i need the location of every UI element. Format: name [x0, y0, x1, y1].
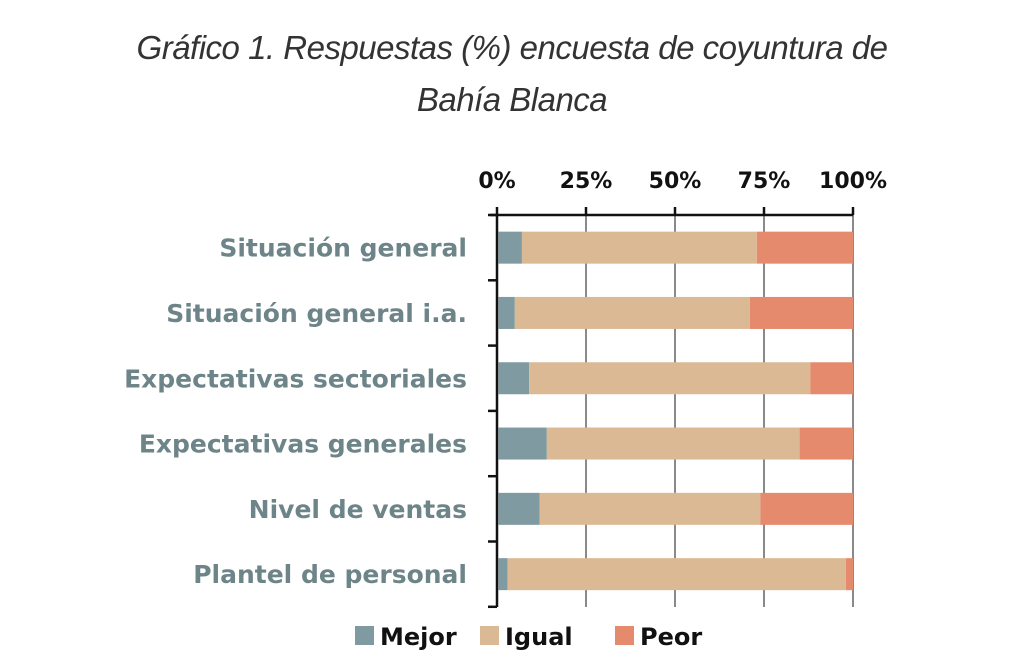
- x-tick-label: 25%: [560, 169, 613, 194]
- bar-igual: [546, 427, 800, 460]
- category-label: Situación general i.a.: [166, 299, 467, 328]
- bar-mejor: [498, 296, 515, 329]
- legend-label: Igual: [505, 623, 573, 651]
- category-label: Nivel de ventas: [249, 495, 467, 524]
- bar-mejor: [498, 427, 547, 460]
- bar-igual: [507, 558, 846, 591]
- x-tick-label: 100%: [819, 169, 887, 194]
- bar-peor: [810, 362, 853, 395]
- bar-igual: [529, 362, 811, 395]
- chart-title: Gráfico 1. Respuestas (%) encuesta de co…: [0, 22, 1024, 126]
- category-label: Expectativas sectoriales: [124, 364, 467, 393]
- x-tick-label: 75%: [738, 169, 791, 194]
- category-label: Expectativas generales: [139, 430, 467, 459]
- bar-mejor: [498, 231, 522, 264]
- bar-peor: [756, 231, 853, 264]
- legend-swatch-igual: [480, 626, 499, 645]
- x-tick-label: 0%: [478, 169, 515, 194]
- bar-peor: [799, 427, 853, 460]
- bar-mejor: [498, 558, 508, 591]
- x-tick-label: 50%: [649, 169, 702, 194]
- bar-peor: [760, 492, 853, 525]
- bar-mejor: [498, 362, 530, 395]
- bar-peor: [749, 296, 853, 329]
- bar-peor: [845, 558, 853, 591]
- bar-igual: [514, 296, 750, 329]
- legend-label: Mejor: [380, 623, 457, 651]
- bar-igual: [521, 231, 757, 264]
- category-label: Plantel de personal: [193, 560, 467, 589]
- legend-swatch-peor: [615, 626, 634, 645]
- chart-title-line-2: Bahía Blanca: [416, 81, 608, 118]
- chart-title-line-1: Gráfico 1. Respuestas (%) encuesta de co…: [136, 29, 888, 66]
- bar-igual: [539, 492, 761, 525]
- legend-swatch-mejor: [355, 626, 374, 645]
- legend-label: Peor: [640, 623, 702, 651]
- bar-mejor: [498, 492, 540, 525]
- category-label: Situación general: [219, 234, 467, 263]
